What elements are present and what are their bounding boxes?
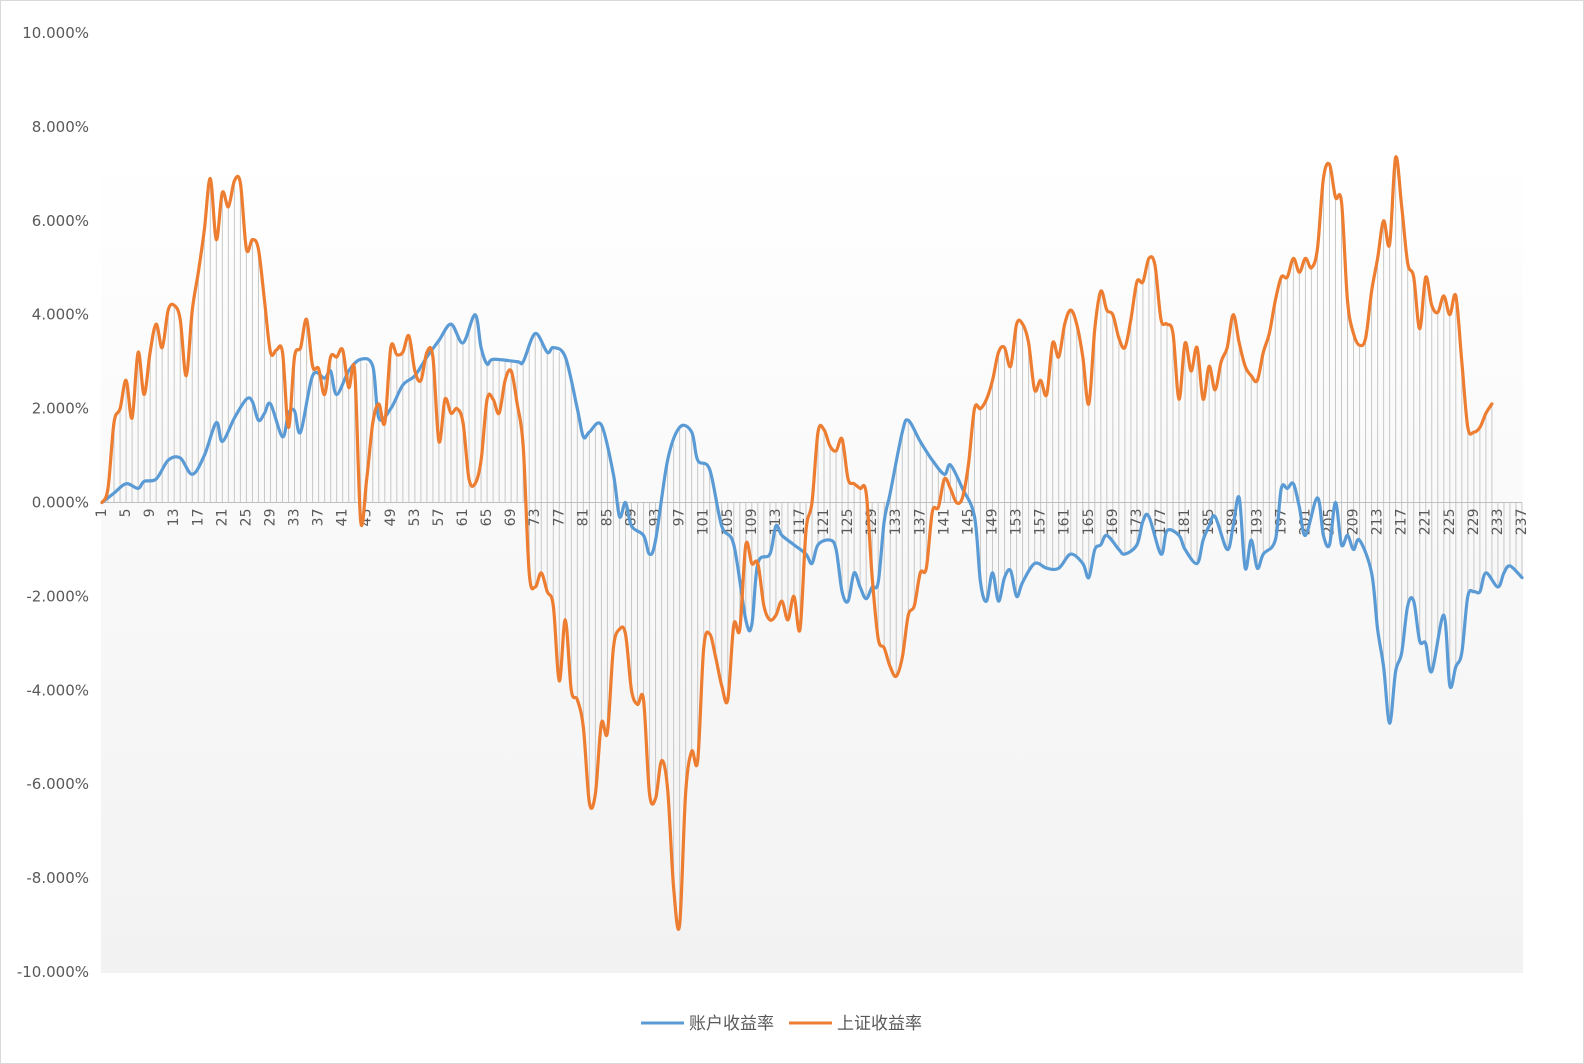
x-tick-label: 69 bbox=[503, 509, 519, 527]
y-tick-label: -4.000% bbox=[26, 681, 89, 699]
x-tick-label: 57 bbox=[431, 509, 447, 527]
x-tick-label: 161 bbox=[1057, 509, 1073, 536]
x-tick-label: 117 bbox=[792, 509, 808, 536]
x-tick-label: 213 bbox=[1370, 509, 1386, 536]
x-tick-label: 25 bbox=[238, 509, 254, 527]
legend-label-account: 账户收益率 bbox=[689, 1014, 774, 1034]
x-tick-label: 33 bbox=[287, 509, 303, 527]
x-tick-label: 65 bbox=[479, 509, 495, 527]
x-tick-label: 169 bbox=[1105, 509, 1121, 536]
x-tick-label: 101 bbox=[696, 509, 712, 536]
x-tick-label: 237 bbox=[1514, 509, 1530, 536]
x-tick-label: 61 bbox=[455, 509, 471, 527]
legend-label-index: 上证收益率 bbox=[837, 1014, 922, 1034]
x-tick-label: 229 bbox=[1466, 509, 1482, 536]
x-tick-label: 1 bbox=[94, 509, 110, 518]
y-tick-label: -10.000% bbox=[17, 963, 89, 981]
x-tick-label: 193 bbox=[1249, 509, 1265, 536]
x-tick-label: 141 bbox=[936, 509, 952, 536]
y-tick-label: 6.000% bbox=[32, 212, 89, 230]
y-tick-label: -8.000% bbox=[26, 869, 89, 887]
x-tick-label: 225 bbox=[1442, 509, 1458, 536]
x-tick-label: 109 bbox=[744, 509, 760, 536]
x-tick-label: 5 bbox=[118, 509, 134, 518]
x-tick-label: 29 bbox=[262, 509, 278, 527]
y-tick-label: -2.000% bbox=[26, 587, 89, 605]
x-tick-label: 41 bbox=[335, 509, 351, 527]
x-tick-label: 73 bbox=[527, 509, 543, 527]
x-tick-label: 9 bbox=[142, 509, 158, 518]
y-tick-label: 4.000% bbox=[32, 306, 89, 324]
x-tick-label: 177 bbox=[1153, 509, 1169, 536]
series-line-account bbox=[100, 313, 1524, 725]
x-tick-label: 209 bbox=[1346, 509, 1362, 536]
x-axis: 1 5 9 13 17 21 25 29 33 37 41 45 49 53 57 61 65 69 73 77 81 8… bbox=[94, 502, 1530, 536]
y-axis: -10.000% -8.000% -6.000% -4.000% -2.000% 0.00… bbox=[17, 24, 89, 981]
x-tick-label: 49 bbox=[383, 509, 399, 527]
x-tick-label: 81 bbox=[575, 509, 591, 527]
legend: 账户收益率 上证收益率 bbox=[641, 1014, 922, 1034]
x-tick-label: 149 bbox=[985, 509, 1001, 536]
x-tick-label: 77 bbox=[551, 509, 567, 527]
x-tick-label: 165 bbox=[1081, 509, 1097, 536]
x-tick-label: 153 bbox=[1009, 509, 1025, 536]
x-tick-label: 125 bbox=[840, 509, 856, 536]
y-tick-label: 2.000% bbox=[32, 400, 89, 418]
x-tick-label: 217 bbox=[1394, 509, 1410, 536]
x-tick-label: 53 bbox=[407, 509, 423, 527]
x-tick-label: 37 bbox=[311, 509, 327, 527]
y-tick-label: 8.000% bbox=[32, 118, 89, 136]
drop-lines bbox=[107, 157, 1523, 926]
x-tick-label: 21 bbox=[214, 509, 230, 527]
x-tick-label: 13 bbox=[166, 509, 182, 527]
x-tick-label: 85 bbox=[599, 509, 615, 527]
series-lines bbox=[100, 155, 1524, 931]
x-tick-label: 97 bbox=[672, 509, 688, 527]
y-tick-label: 0.000% bbox=[32, 494, 89, 512]
x-tick-label: 221 bbox=[1418, 509, 1434, 536]
y-tick-label: 10.000% bbox=[22, 24, 89, 42]
x-tick-label: 17 bbox=[190, 509, 206, 527]
x-tick-label: 137 bbox=[912, 509, 928, 536]
x-tick-label: 157 bbox=[1033, 509, 1049, 536]
x-tick-label: 233 bbox=[1490, 509, 1506, 536]
x-tick-label: 181 bbox=[1177, 509, 1193, 536]
x-tick-label: 133 bbox=[888, 509, 904, 536]
y-tick-label: -6.000% bbox=[26, 775, 89, 793]
x-tick-label: 121 bbox=[816, 509, 832, 536]
series-line-index bbox=[100, 155, 1494, 931]
x-tick-label: 145 bbox=[960, 509, 976, 536]
